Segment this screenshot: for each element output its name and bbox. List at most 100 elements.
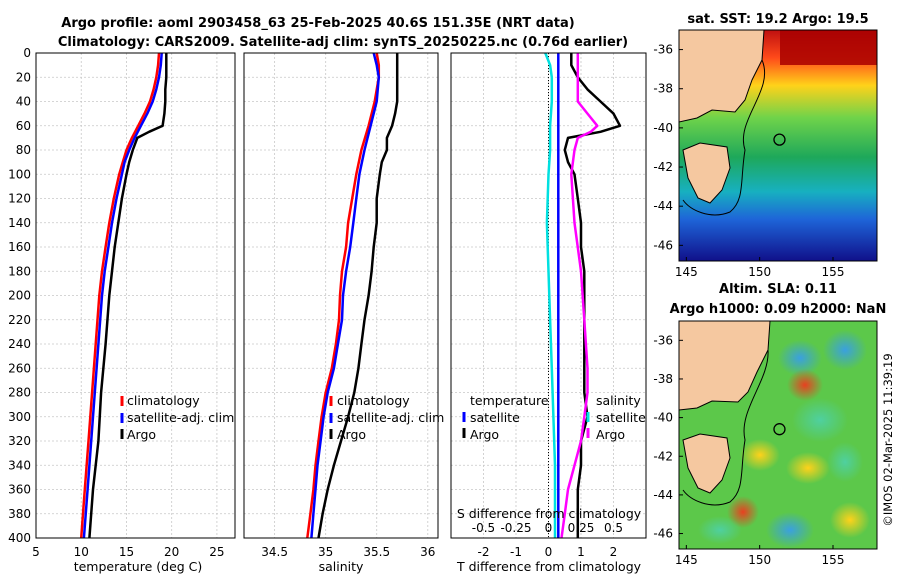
y-tick-label: 20 bbox=[16, 70, 31, 84]
sla-tasmania bbox=[682, 433, 731, 494]
map-y-tick-label: -46 bbox=[653, 238, 673, 252]
y-tick-label: 180 bbox=[8, 264, 31, 278]
y-tick-label: 280 bbox=[8, 386, 31, 400]
map-x-tick-label: 150 bbox=[748, 265, 771, 279]
series-line-argo bbox=[317, 53, 399, 539]
legend-label-satellite: satellite-adj. clim bbox=[337, 410, 444, 425]
y-tick-label: 340 bbox=[8, 458, 31, 472]
sla-map bbox=[679, 321, 877, 549]
map-y-tick-label: -42 bbox=[653, 160, 673, 174]
y-tick-label: 100 bbox=[8, 167, 31, 181]
salinity-panel: 34.5 35 35.5 36 bbox=[243, 52, 439, 559]
axes-frame bbox=[35, 52, 236, 539]
y-tick-label: 380 bbox=[8, 507, 31, 521]
x-tick-label: 15 bbox=[119, 545, 134, 559]
salinity-legend: climatology satellite-adj. clim Argo bbox=[329, 393, 444, 442]
sla-map-ticks: 145 150 155 -36 -38 -40 -42 -44 -46 bbox=[653, 333, 844, 567]
series-line-climatology bbox=[79, 52, 161, 539]
x-tick-label: 10 bbox=[74, 545, 89, 559]
sla-mainland bbox=[679, 321, 771, 411]
legend-label-climatology: climatology bbox=[127, 393, 200, 408]
sla-contour bbox=[682, 349, 769, 506]
map-y-tick-label: -38 bbox=[653, 82, 673, 96]
salinity-xlabel: salinity bbox=[319, 559, 364, 574]
x-tick-label: 25 bbox=[209, 545, 224, 559]
x-tick-label: 34.5 bbox=[261, 545, 288, 559]
sst-map-frame bbox=[678, 29, 878, 262]
series-line-s-argo bbox=[560, 53, 599, 539]
y-tick-label: 160 bbox=[8, 240, 31, 254]
figure-title-line1: Argo profile: aoml 2903458_63 25-Feb-202… bbox=[61, 16, 574, 31]
sst-warm-patch bbox=[780, 30, 877, 65]
map-y-tick-label: -44 bbox=[653, 488, 673, 502]
x-tick-label: -2 bbox=[478, 545, 490, 559]
y-tick-label: 40 bbox=[16, 95, 31, 109]
difference-legend: temperature satellite Argo salinity sate… bbox=[462, 393, 646, 442]
axes-frame bbox=[243, 52, 439, 539]
sla-blob bbox=[787, 369, 823, 401]
map-y-tick-label: -36 bbox=[653, 333, 673, 347]
x-tick-label: 35.5 bbox=[363, 545, 390, 559]
sla-map-title-line2: Argo h1000: 0.09 h2000: NaN bbox=[670, 302, 887, 317]
map-x-tick-label: 145 bbox=[675, 265, 698, 279]
series-line-satellite-adj-clim bbox=[310, 52, 381, 539]
series-line-s-satellite bbox=[544, 52, 557, 538]
legend-label-satellite: satellite-adj. clim bbox=[127, 410, 234, 425]
difference-panel: -2 -1 0 1 2 -0.5 -0.25 0 0.25 0.5 bbox=[450, 52, 647, 559]
sla-map-title-line1: Altim. SLA: 0.11 bbox=[719, 282, 837, 297]
series-line-climatology bbox=[306, 52, 381, 539]
axes-frame bbox=[450, 52, 647, 539]
difference-xlabel: T difference from climatology bbox=[456, 559, 642, 574]
map-y-tick-label: -38 bbox=[653, 372, 673, 386]
y-tick-label: 140 bbox=[8, 216, 31, 230]
s-diff-tick-label: -0.25 bbox=[500, 521, 531, 535]
watermark: ©IMOS 02-Mar-2025 11:39:19 bbox=[881, 353, 895, 526]
map-y-tick-label: -42 bbox=[653, 449, 673, 463]
y-tick-label: 360 bbox=[8, 483, 31, 497]
x-tick-label: 0 bbox=[545, 545, 553, 559]
legend-label-t-argo: Argo bbox=[470, 427, 499, 442]
y-tick-label: 300 bbox=[8, 410, 31, 424]
sst-map-title: sat. SST: 19.2 Argo: 19.5 bbox=[687, 12, 868, 27]
sla-blob bbox=[830, 502, 870, 538]
legend-title-salinity: salinity bbox=[596, 393, 641, 408]
argo-float-marker bbox=[773, 423, 786, 436]
map-y-tick-label: -44 bbox=[653, 199, 673, 213]
y-tick-label: 240 bbox=[8, 337, 31, 351]
s-diff-tick-label: 0.5 bbox=[604, 521, 623, 535]
legend-label-climatology: climatology bbox=[337, 393, 410, 408]
temperature-xlabel: temperature (deg C) bbox=[74, 559, 203, 574]
legend-label-argo: Argo bbox=[127, 427, 156, 442]
difference-xlabel-top: S difference from climatology bbox=[457, 506, 642, 521]
map-x-tick-label: 155 bbox=[822, 265, 845, 279]
x-tick-label: 35 bbox=[318, 545, 333, 559]
series-line-argo bbox=[88, 53, 168, 539]
y-tick-label: 400 bbox=[8, 531, 31, 545]
y-tick-label: 80 bbox=[16, 143, 31, 157]
legend-label-argo: Argo bbox=[337, 427, 366, 442]
map-y-tick-label: -46 bbox=[653, 527, 673, 541]
sst-mainland bbox=[679, 30, 765, 123]
map-y-tick-label: -40 bbox=[653, 121, 673, 135]
s-diff-tick-label: 0.25 bbox=[568, 521, 595, 535]
x-tick-label: 1 bbox=[577, 545, 585, 559]
map-x-tick-label: 155 bbox=[822, 553, 845, 567]
sla-blob bbox=[827, 442, 863, 482]
s-diff-tick-label: 0 bbox=[545, 521, 553, 535]
sla-blob bbox=[766, 512, 814, 548]
temperature-panel: 0 20 40 60 80 100 120 140 160 180 200 220 240 260 280 3… bbox=[8, 46, 236, 559]
legend-label-t-satellite: satellite bbox=[470, 410, 520, 425]
argo-float-marker bbox=[773, 133, 786, 146]
sla-blob bbox=[823, 330, 867, 370]
y-tick-label: 120 bbox=[8, 192, 31, 206]
map-y-tick-label: -40 bbox=[653, 411, 673, 425]
y-tick-label: 200 bbox=[8, 289, 31, 303]
map-x-tick-label: 145 bbox=[675, 553, 698, 567]
map-x-tick-label: 150 bbox=[748, 553, 771, 567]
sst-map-ticks: 145 150 155 -36 -38 -40 -42 -44 -46 bbox=[653, 43, 844, 279]
legend-label-s-satellite: satellite bbox=[596, 410, 646, 425]
figure-title-line2: Climatology: CARS2009. Satellite-adj cli… bbox=[58, 35, 628, 50]
sla-blob bbox=[786, 452, 830, 484]
y-tick-label: 320 bbox=[8, 434, 31, 448]
sla-map-frame bbox=[678, 320, 878, 550]
